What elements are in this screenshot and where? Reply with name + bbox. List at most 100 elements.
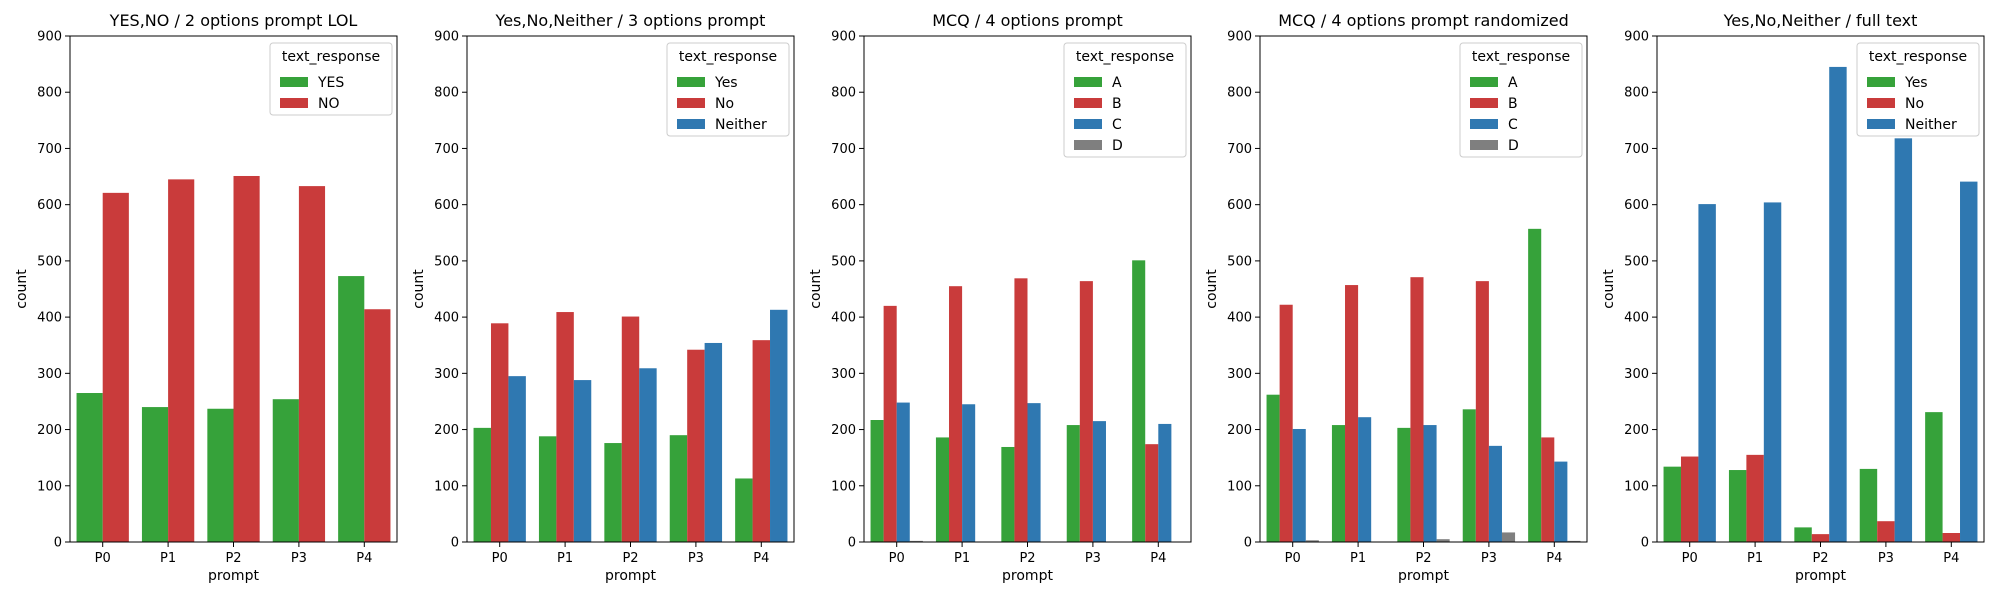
legend-entry-neither: Neither — [715, 117, 767, 133]
bar-neither-p0 — [1698, 204, 1716, 542]
y-tick-label: 100 — [831, 479, 856, 494]
bar-neither-p1 — [573, 380, 592, 542]
y-tick-label: 400 — [1624, 311, 1649, 326]
y-tick-label: 700 — [434, 142, 459, 157]
bar-a-p0 — [870, 420, 884, 542]
bar-d-p0 — [909, 540, 923, 542]
y-axis-label: count — [14, 269, 30, 309]
x-tick-label: P0 — [492, 551, 508, 566]
bar-neither-p2 — [1829, 66, 1847, 543]
bar-neither-p3 — [1894, 138, 1913, 542]
legend: text_response Yes No Neither — [666, 42, 790, 137]
x-axis-label: prompt — [1002, 568, 1053, 584]
x-tick-label: P4 — [753, 551, 769, 566]
y-tick-label: 900 — [37, 30, 62, 45]
legend: text_response YES NO — [269, 42, 393, 116]
y-tick-label: 800 — [37, 86, 62, 101]
bar-c-p0 — [896, 402, 910, 542]
legend-swatch-yes — [677, 77, 705, 87]
x-tick-label: P3 — [1085, 551, 1101, 566]
legend-swatch-b — [1470, 98, 1498, 108]
bar-yes-p4 — [735, 478, 753, 542]
bar-yes-p3 — [669, 435, 688, 542]
x-tick-label: P0 — [889, 551, 905, 566]
y-tick-label: 800 — [1227, 86, 1252, 101]
y-tick-label: 100 — [1624, 479, 1649, 494]
y-tick-label: 0 — [1641, 536, 1649, 551]
bar-no-p3 — [1877, 521, 1895, 542]
x-tick-label: P1 — [1350, 551, 1366, 566]
legend-swatch-a — [1470, 77, 1498, 87]
legend-entry-c: C — [1112, 117, 1122, 133]
x-tick-label: P3 — [291, 551, 307, 566]
y-tick-label: 900 — [1227, 30, 1252, 45]
chart-title: Yes,No,Neither / 3 options prompt — [495, 11, 766, 30]
chart-panel-2: 0 100 200 300 400 500 600 700 800 900 P0 P1 P2 P3 P4 MC… — [808, 11, 1192, 584]
legend-swatch-yes — [280, 77, 308, 87]
bar-no-p4 — [1942, 533, 1961, 542]
y-tick-label: 0 — [451, 536, 459, 551]
bar-yes-p2 — [1794, 527, 1812, 542]
chart-title: MCQ / 4 options prompt randomized — [1278, 11, 1569, 30]
legend-box — [269, 42, 393, 116]
legend-entry-yes: Yes — [714, 75, 738, 91]
y-tick-label: 600 — [831, 198, 856, 213]
y-tick-label: 600 — [1624, 198, 1649, 213]
x-axis-label: prompt — [605, 568, 656, 584]
bar-b-p3 — [1475, 281, 1489, 542]
legend-entry-no: No — [1905, 96, 1924, 112]
bar-d-p2 — [1436, 539, 1450, 542]
y-tick-label: 200 — [1624, 423, 1649, 438]
bar-a-p1 — [1331, 425, 1346, 542]
x-tick-label: P2 — [1019, 551, 1035, 566]
legend-title: text_response — [1472, 49, 1570, 65]
legend-entry-b: B — [1508, 96, 1518, 112]
x-tick-label: P2 — [225, 551, 241, 566]
x-tick-label: P4 — [1150, 551, 1166, 566]
y-tick-label: 700 — [37, 142, 62, 157]
bar-b-p0 — [1279, 304, 1293, 542]
bar-c-p2 — [1027, 403, 1041, 542]
legend-title: text_response — [1076, 49, 1174, 65]
legend-entry-no: NO — [318, 96, 340, 112]
y-tick-label: 500 — [831, 254, 856, 269]
legend-box — [666, 42, 790, 137]
legend-entry-neither: Neither — [1905, 117, 1957, 133]
x-tick-label: P4 — [356, 551, 372, 566]
y-tick-label: 600 — [434, 198, 459, 213]
x-tick-label: P0 — [95, 551, 111, 566]
y-tick-label: 200 — [831, 423, 856, 438]
bar-yes-p4 — [338, 276, 365, 542]
bar-no-p3 — [687, 349, 705, 542]
bar-no-p4 — [752, 340, 771, 542]
legend-entry-no: No — [715, 96, 734, 112]
bar-yes-p4 — [1925, 412, 1943, 542]
bar-a-p0 — [1266, 394, 1280, 542]
bar-c-p4 — [1158, 423, 1172, 542]
bar-b-p3 — [1079, 281, 1093, 542]
bar-a-p3 — [1066, 425, 1080, 542]
y-tick-label: 900 — [1624, 30, 1649, 45]
y-tick-label: 900 — [831, 30, 856, 45]
bar-no-p0 — [1680, 456, 1699, 542]
bar-yes-p3 — [272, 399, 299, 542]
chart-panel-4: 0 100 200 300 400 500 600 700 800 900 P0 P1 P2 P3 P4 Ye… — [1601, 11, 1985, 584]
y-tick-label: 700 — [1624, 142, 1649, 157]
bar-c-p2 — [1423, 425, 1437, 542]
x-tick-label: P2 — [1415, 551, 1431, 566]
y-tick-label: 200 — [37, 423, 62, 438]
x-tick-label: P4 — [1943, 551, 1959, 566]
legend-swatch-a — [1074, 77, 1102, 87]
bar-a-p4 — [1528, 228, 1542, 542]
chart-title: YES,NO / 2 options prompt LOL — [109, 11, 358, 30]
bar-yes-p1 — [141, 407, 169, 542]
x-tick-label: P3 — [1878, 551, 1894, 566]
y-axis-label: count — [1601, 269, 1617, 309]
y-tick-label: 400 — [831, 311, 856, 326]
legend-entry-a: A — [1508, 75, 1518, 91]
y-tick-label: 800 — [1624, 86, 1649, 101]
bar-d-p3 — [1501, 532, 1516, 542]
x-tick-label: P1 — [1747, 551, 1763, 566]
bar-no-p1 — [1746, 454, 1764, 542]
